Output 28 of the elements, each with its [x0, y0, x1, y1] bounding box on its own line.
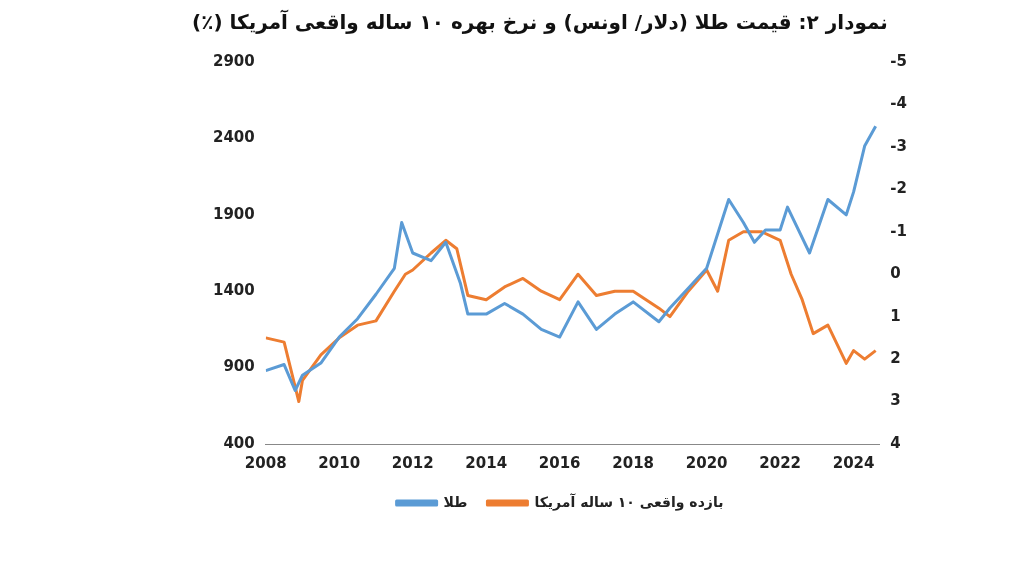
y2-tick-label: 0: [890, 264, 901, 283]
y2-tick-label: -5: [890, 51, 908, 70]
y2-tick-label: 1: [890, 306, 901, 325]
legend-label: طلا: [443, 493, 468, 510]
y-tick-label: 900: [223, 357, 255, 376]
x-tick-label: 2018: [612, 453, 655, 472]
x-tick-label: 2012: [391, 453, 434, 472]
y2-tick-label: -4: [890, 94, 908, 113]
x-tick-label: 2010: [318, 453, 361, 472]
y2-tick-label: -2: [890, 179, 908, 198]
y-tick-label: 2400: [213, 128, 255, 147]
y2-tick-label: -1: [890, 221, 908, 240]
x-tick-label: 2022: [759, 453, 802, 472]
legend-label: بازده واقعی ۱۰ ساله آمریکا: [534, 492, 724, 511]
x-tick-label: 2020: [685, 453, 728, 472]
x-tick-label: 2014: [465, 453, 508, 472]
y-tick-label: 400: [223, 433, 255, 452]
x-tick-label: 2016: [538, 453, 581, 472]
y2-tick-label: -3: [890, 136, 908, 155]
y-tick-label: 2900: [213, 51, 255, 70]
y2-tick-label: 4: [890, 433, 901, 452]
chart-title: نمودار ۲: قیمت طلا (دلار/ اونس) و نرخ بهره ۱۰ ساله واقعی آمریکا (٪): [191, 10, 889, 34]
x-tick-label: 2008: [244, 453, 287, 472]
y-tick-label: 1400: [213, 281, 255, 300]
y2-tick-label: 3: [890, 391, 901, 410]
y-tick-label: 1900: [213, 204, 255, 223]
x-tick-label: 2024: [832, 453, 875, 472]
y2-tick-label: 2: [890, 349, 901, 367]
